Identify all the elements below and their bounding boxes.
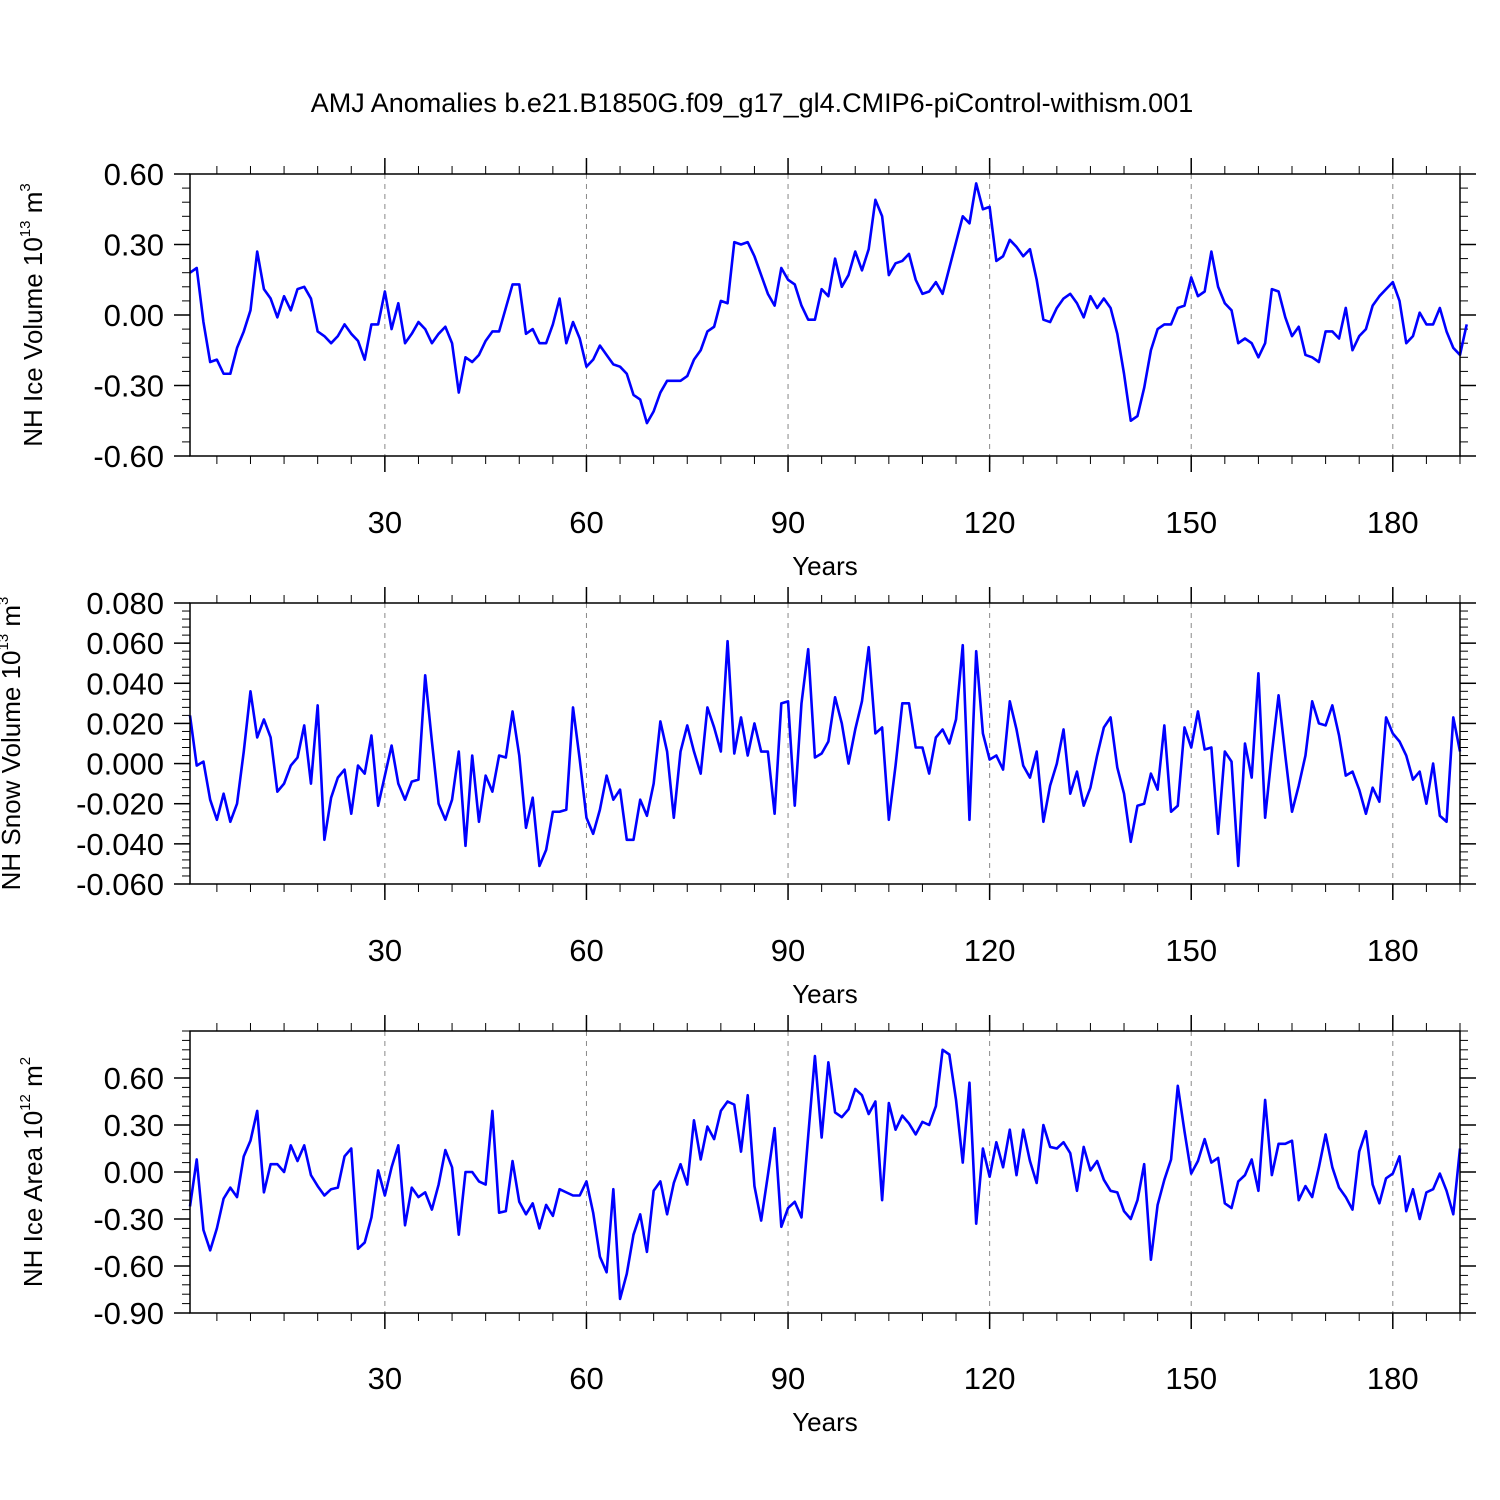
x-tick-label: 120 [964, 933, 1016, 968]
x-tick-label: 30 [368, 933, 402, 968]
snow-volume-panel: -0.060 -0.040 -0.020 0.000 0.020 0.040 0.060 0.… [0, 586, 1476, 1009]
x-axis-label: Years [792, 1407, 858, 1437]
plot-frame [189, 602, 1461, 885]
y-tick-label: -0.30 [93, 1202, 164, 1237]
y-tick-label: 0.60 [104, 157, 164, 192]
x-tick-label: 60 [569, 933, 603, 968]
x-tick-label: 60 [569, 1361, 603, 1396]
y-tick-label: 0.60 [104, 1061, 164, 1096]
y-tick-label: -0.90 [93, 1296, 164, 1331]
y-tick-label: 0.30 [104, 1108, 164, 1143]
ice-area-panel: -0.90 -0.60 -0.30 0.00 0.30 0.60 30 60 90 120 150 1… [17, 1015, 1476, 1437]
y-axis-label: NH Ice Area 1012 m2 [17, 1057, 48, 1287]
y-axis-label: NH Ice Volume 1013 m3 [17, 183, 48, 446]
chart-title: AMJ Anomalies b.e21.B1850G.f09_g17_gl4.C… [311, 88, 1193, 118]
y-tick-label: 0.00 [104, 1155, 164, 1190]
plot-frame [189, 1030, 1461, 1314]
y-tick-label: -0.30 [93, 369, 164, 404]
y-tick-label: -0.060 [76, 867, 164, 902]
x-tick-label: 30 [368, 1361, 402, 1396]
series-line [189, 182, 1468, 425]
x-tick-label: 180 [1367, 933, 1419, 968]
x-tick-label: 120 [964, 505, 1016, 540]
y-tick-label: 0.040 [86, 666, 164, 701]
x-axis-label: Years [792, 979, 858, 1009]
y-tick-label: 0.020 [86, 706, 164, 741]
x-tick-label: 150 [1165, 505, 1217, 540]
y-tick-label: -0.020 [76, 787, 164, 822]
x-tick-label: 90 [771, 1361, 805, 1396]
series-line [188, 1048, 1462, 1301]
x-tick-label: 150 [1165, 933, 1217, 968]
x-tick-label: 60 [569, 505, 603, 540]
x-tick-label: 30 [368, 505, 402, 540]
x-tick-label: 180 [1367, 1361, 1419, 1396]
y-axis-label: NH Snow Volume 1013 m3 [0, 597, 26, 891]
ice-volume-panel: -0.60 -0.30 0.00 0.30 0.60 30 60 90 120 150 180 Yea… [17, 157, 1476, 581]
y-tick-label: 0.060 [86, 626, 164, 661]
x-tick-label: 150 [1165, 1361, 1217, 1396]
plot-frame [189, 173, 1461, 457]
y-tick-label: -0.040 [76, 827, 164, 862]
y-tick-label: 0.000 [86, 747, 164, 782]
y-tick-label: 0.30 [104, 228, 164, 263]
y-tick-label: -0.60 [93, 1249, 164, 1284]
series-line [188, 639, 1462, 868]
x-axis-label: Years [792, 551, 858, 581]
x-tick-label: 180 [1367, 505, 1419, 540]
x-tick-label: 90 [771, 505, 805, 540]
x-tick-label: 120 [964, 1361, 1016, 1396]
y-tick-label: -0.60 [93, 439, 164, 474]
y-tick-label: 0.080 [86, 586, 164, 621]
y-tick-label: 0.00 [104, 298, 164, 333]
x-tick-label: 90 [771, 933, 805, 968]
